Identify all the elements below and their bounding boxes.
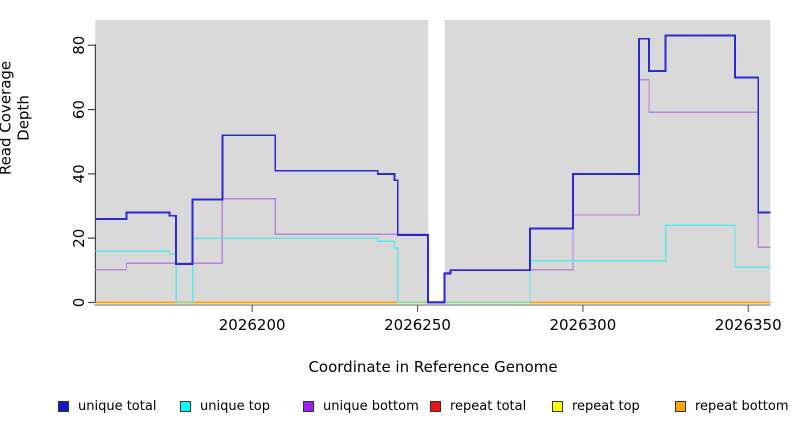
x-tick-label: 2026350 [715, 316, 782, 334]
legend-swatch-unique-bottom [303, 401, 314, 412]
legend-item-unique-top: unique top [180, 399, 270, 414]
x-axis-label: Coordinate in Reference Genome [308, 358, 558, 376]
chart-plot-area: 0 20 40 60 80 2026200 2026250 2026300 2026350 [70, 20, 782, 334]
x-tick-label: 2026300 [549, 316, 616, 334]
legend-swatch-unique-top [180, 401, 191, 412]
legend-label: repeat total [450, 399, 527, 414]
legend-item-repeat-bottom: repeat bottom [675, 399, 789, 414]
y-tick-label: 20 [70, 229, 88, 248]
y-tick-label: 0 [70, 298, 88, 308]
series-line-unique-total [95, 34, 771, 304]
legend: unique total unique top unique bottom repea… [0, 399, 792, 421]
legend-item-repeat-top: repeat top [552, 399, 640, 414]
x-tick-label: 2026200 [219, 316, 286, 334]
legend-swatch-repeat-total [430, 401, 441, 412]
legend-label: unique total [78, 399, 157, 414]
legend-label: repeat top [572, 399, 640, 414]
y-tick-label: 80 [70, 36, 88, 55]
legend-swatch-repeat-bottom [675, 401, 686, 412]
no-data-gap-band [428, 20, 445, 304]
legend-item-unique-total: unique total [58, 399, 156, 414]
legend-swatch-unique-total [58, 401, 69, 412]
legend-label: repeat bottom [695, 399, 789, 414]
legend-item-repeat-total: repeat total [430, 399, 526, 414]
legend-swatch-repeat-top [552, 401, 563, 412]
y-axis-label: Read Coverage Depth [0, 60, 33, 176]
legend-label: unique bottom [323, 399, 419, 414]
legend-item-unique-bottom: unique bottom [303, 399, 419, 414]
y-tick-label: 40 [70, 164, 88, 183]
y-tick-label: 60 [70, 100, 88, 119]
legend-label: unique top [200, 399, 271, 414]
x-tick-label: 2026250 [384, 316, 451, 334]
